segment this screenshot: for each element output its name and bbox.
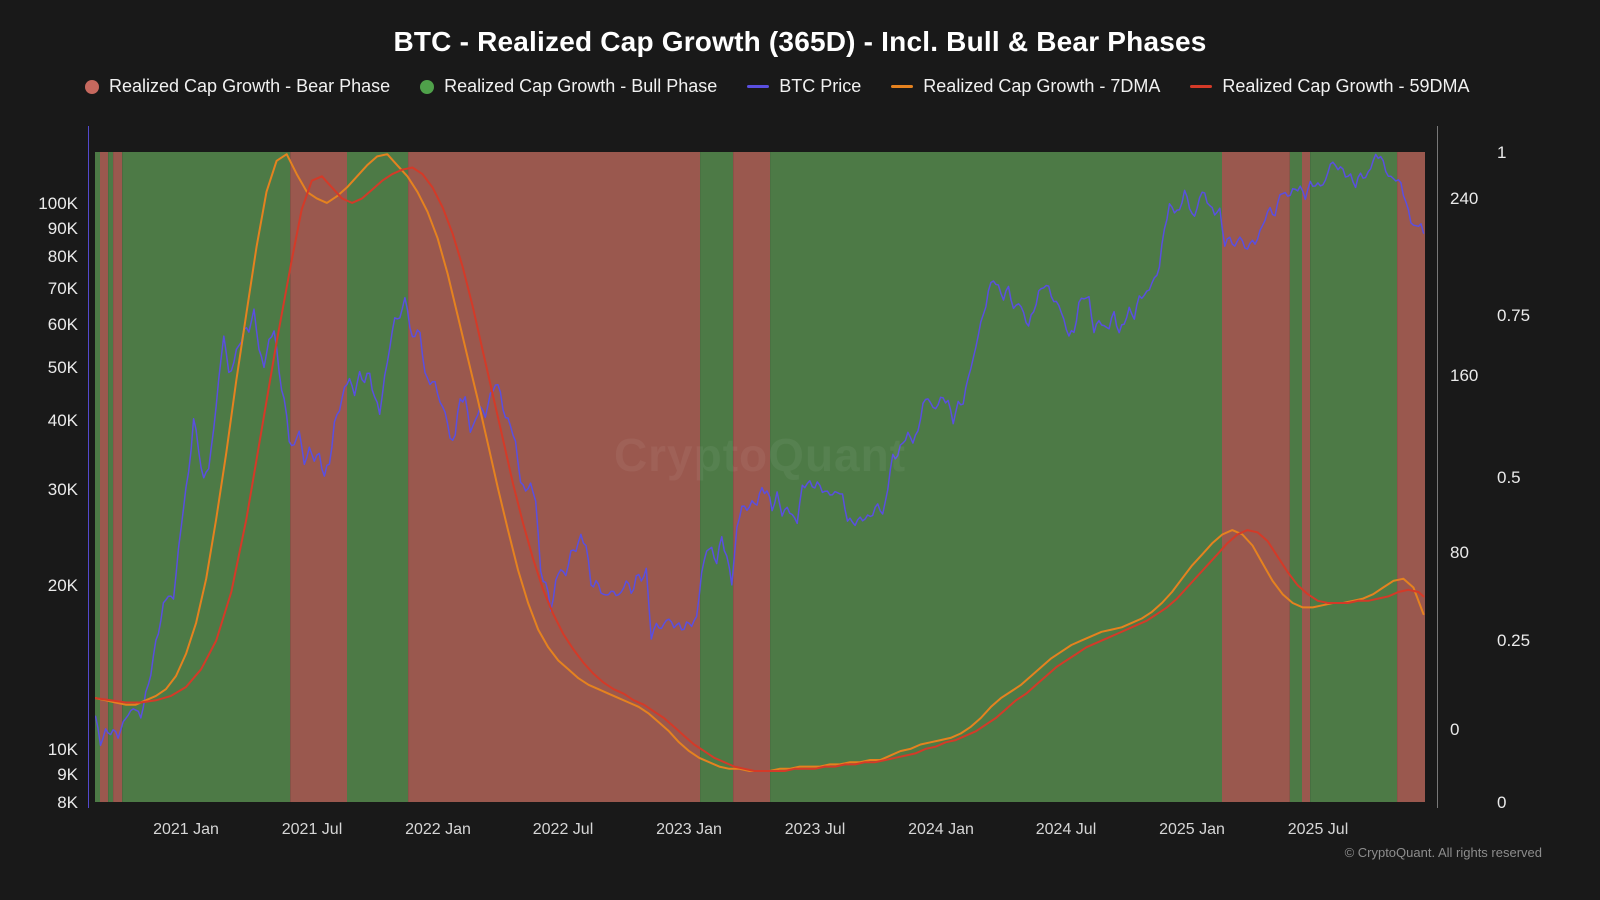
series-layer bbox=[95, 153, 1425, 772]
growth-59dma-line bbox=[95, 166, 1425, 772]
phase-band-bear bbox=[100, 152, 108, 802]
x-axis-tick: 2022 Jan bbox=[405, 821, 471, 838]
chart-legend: Realized Cap Growth - Bear Phase Realized… bbox=[85, 76, 1470, 97]
growth-axis-tick: 0 bbox=[1450, 720, 1459, 739]
phase-band-bull bbox=[770, 152, 1223, 802]
growth-axis-tick: 80 bbox=[1450, 543, 1469, 562]
price-axis-tick: 100K bbox=[38, 194, 78, 213]
legend-label: Realized Cap Growth - 59DMA bbox=[1222, 76, 1470, 96]
legend-dot-icon bbox=[85, 79, 99, 94]
price-axis-tick: 8K bbox=[57, 793, 78, 812]
price-axis-tick: 50K bbox=[48, 358, 79, 377]
phase-band-bull bbox=[1310, 152, 1398, 802]
phase-band-bull bbox=[122, 152, 291, 802]
x-axis-tick: 2025 Jan bbox=[1159, 821, 1225, 838]
phase-band-bear bbox=[1222, 152, 1290, 802]
price-axis-tick: 90K bbox=[48, 219, 79, 238]
legend-dot-icon bbox=[420, 79, 435, 94]
phase-band-bull bbox=[108, 152, 114, 802]
aux-axis-tick: 0.5 bbox=[1497, 468, 1521, 487]
legend-label: Realized Cap Growth - Bull Phase bbox=[444, 76, 718, 96]
legend-line-icon bbox=[1190, 85, 1213, 88]
phase-band-bull bbox=[347, 152, 409, 802]
phase-band-bear bbox=[1302, 152, 1310, 802]
phase-band-bear bbox=[290, 152, 347, 802]
legend-item-realized-cap-growth-bull-phase[interactable]: Realized Cap Growth - Bull Phase bbox=[420, 76, 717, 97]
phase-bands bbox=[95, 152, 1425, 802]
copyright-notice: © CryptoQuant. All rights reserved bbox=[1344, 845, 1542, 860]
price-axis-tick: 40K bbox=[48, 411, 79, 430]
growth-axis-tick: 240 bbox=[1450, 189, 1478, 208]
legend-label: BTC Price bbox=[779, 76, 862, 96]
legend-label: Realized Cap Growth - 7DMA bbox=[923, 76, 1161, 96]
x-axis-tick: 2023 Jul bbox=[785, 821, 846, 838]
x-axis-tick: 2023 Jan bbox=[656, 821, 722, 838]
price-axis-tick: 60K bbox=[48, 315, 79, 334]
legend-line-icon bbox=[747, 85, 770, 88]
phase-band-bear bbox=[1397, 152, 1425, 802]
legend-item-btc-price[interactable]: BTC Price bbox=[747, 76, 861, 97]
legend-item-realized-cap-growth-59dma[interactable]: Realized Cap Growth - 59DMA bbox=[1190, 76, 1470, 97]
phase-band-bear bbox=[408, 152, 701, 802]
aux-axis-tick: 0.75 bbox=[1497, 306, 1530, 325]
x-axis-tick: 2022 Jul bbox=[533, 821, 594, 838]
phase-band-bear bbox=[113, 152, 123, 802]
legend-line-icon bbox=[891, 85, 914, 88]
price-axis-tick: 70K bbox=[48, 279, 79, 298]
x-axis-tick: 2021 Jan bbox=[153, 821, 219, 838]
legend-item-realized-cap-growth-bear-phase[interactable]: Realized Cap Growth - Bear Phase bbox=[85, 76, 390, 97]
price-axis-tick: 80K bbox=[48, 247, 79, 266]
x-axis-tick: 2021 Jul bbox=[282, 821, 343, 838]
x-axis-tick: 2024 Jan bbox=[908, 821, 974, 838]
x-axis-tick: 2024 Jul bbox=[1036, 821, 1097, 838]
aux-axis-tick: 1 bbox=[1497, 143, 1506, 162]
price-axis-tick: 10K bbox=[48, 740, 79, 759]
growth-axis-tick: 160 bbox=[1450, 366, 1478, 385]
price-axis-tick: 30K bbox=[48, 480, 79, 499]
price-axis-tick: 9K bbox=[57, 765, 78, 784]
chart-title: BTC - Realized Cap Growth (365D) - Incl.… bbox=[393, 26, 1207, 57]
phase-band-bull bbox=[95, 152, 100, 802]
phase-band-bull bbox=[700, 152, 733, 802]
price-axis-tick: 20K bbox=[48, 576, 79, 595]
phase-band-bear bbox=[733, 152, 771, 802]
aux-axis-tick: 0 bbox=[1497, 793, 1506, 812]
x-axis-tick: 2025 Jul bbox=[1288, 821, 1349, 838]
aux-axis-tick: 0.25 bbox=[1497, 631, 1530, 650]
btc-price-line bbox=[95, 153, 1425, 747]
phase-band-bull bbox=[1289, 152, 1302, 802]
legend-label: Realized Cap Growth - Bear Phase bbox=[109, 76, 391, 96]
legend-item-realized-cap-growth-7dma[interactable]: Realized Cap Growth - 7DMA bbox=[891, 76, 1160, 97]
